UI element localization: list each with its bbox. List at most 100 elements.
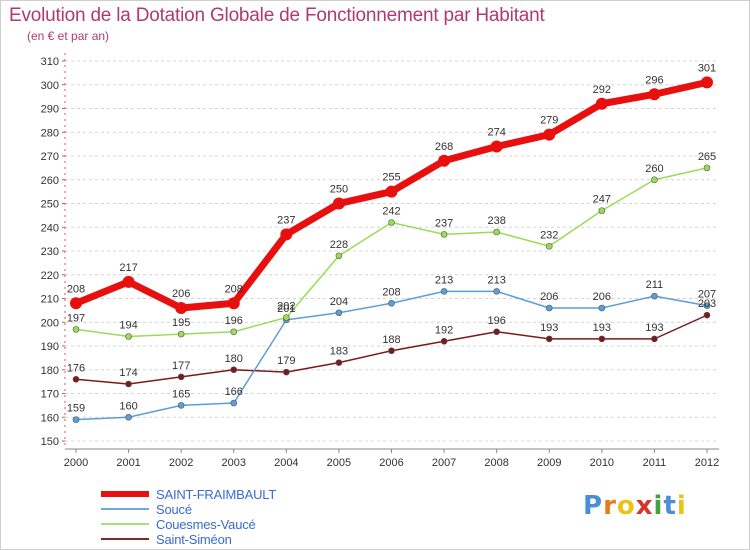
legend-swatch xyxy=(101,523,149,525)
data-label: 206 xyxy=(172,288,190,300)
data-point xyxy=(651,292,658,300)
data-label: 247 xyxy=(593,194,611,206)
data-label: 183 xyxy=(330,346,348,358)
data-label: 250 xyxy=(330,184,348,196)
data-point xyxy=(227,297,240,310)
x-tick-label: 2004 xyxy=(274,457,298,469)
data-label: 196 xyxy=(225,315,243,327)
data-label: 274 xyxy=(487,127,505,139)
data-label: 176 xyxy=(67,362,85,374)
data-label: 265 xyxy=(698,151,716,163)
data-point xyxy=(543,128,556,141)
data-point xyxy=(651,176,658,184)
data-point xyxy=(335,309,343,317)
legend-swatch xyxy=(101,508,149,510)
data-point xyxy=(703,311,711,319)
data-point xyxy=(493,228,500,236)
data-point xyxy=(388,347,395,355)
x-tick-label: 2006 xyxy=(379,457,403,469)
data-label: 208 xyxy=(67,283,85,295)
legend-item-couesmes-vauce: Couesmes-Vaucé xyxy=(101,516,256,532)
data-point xyxy=(335,252,343,260)
y-tick-label: 260 xyxy=(41,175,59,187)
data-label: 193 xyxy=(645,322,663,334)
data-label: 206 xyxy=(540,291,558,303)
data-label: 207 xyxy=(698,289,716,301)
series-couesmes-vauc- xyxy=(72,164,711,340)
y-tick-label: 170 xyxy=(41,389,59,401)
x-tick-label: 2005 xyxy=(327,457,351,469)
y-tick-label: 300 xyxy=(41,80,59,92)
data-point xyxy=(70,297,82,310)
y-tick-label: 200 xyxy=(41,317,59,329)
x-tick-label: 2007 xyxy=(432,457,456,469)
data-label: 232 xyxy=(540,229,558,241)
x-tick-label: 2010 xyxy=(590,457,614,469)
x-tick-label: 2011 xyxy=(643,457,667,469)
chart-subtitle: (en € et par an) xyxy=(27,29,110,43)
data-point xyxy=(388,299,395,307)
data-label: 174 xyxy=(119,367,137,379)
data-point xyxy=(440,288,448,295)
y-tick-label: 230 xyxy=(41,246,59,258)
y-tick-label: 280 xyxy=(41,127,59,139)
data-point xyxy=(177,373,185,381)
data-point xyxy=(122,275,135,288)
data-label: 195 xyxy=(172,317,190,329)
data-point xyxy=(545,304,553,312)
series-saint-fraimbault xyxy=(70,76,713,314)
legend-swatch xyxy=(101,491,149,497)
data-point xyxy=(72,375,80,383)
y-tick-label: 250 xyxy=(41,199,59,211)
logo-letter: x xyxy=(635,491,654,521)
data-point xyxy=(493,288,500,295)
proxiti-logo: Proxiti xyxy=(583,491,687,521)
logo-letter: P xyxy=(583,491,604,521)
legend-label: Couesmes-Vaucé xyxy=(156,516,256,532)
data-point xyxy=(175,302,188,314)
data-label: 213 xyxy=(487,274,505,286)
data-point xyxy=(125,380,132,388)
data-label: 177 xyxy=(172,360,190,372)
series-line xyxy=(75,290,708,421)
data-label: 197 xyxy=(67,312,85,324)
logo-letter: o xyxy=(616,491,636,521)
x-tick-label: 2009 xyxy=(537,457,561,469)
data-label: 279 xyxy=(540,115,558,127)
data-label: 206 xyxy=(593,291,611,303)
data-point xyxy=(703,164,711,172)
data-point xyxy=(490,140,503,153)
data-point xyxy=(177,402,185,409)
data-point xyxy=(230,366,238,374)
data-label: 192 xyxy=(435,324,453,336)
data-label: 217 xyxy=(119,262,137,274)
chart-title: Evolution de la Dotation Globale de Fonc… xyxy=(9,5,545,26)
data-label: 301 xyxy=(698,62,716,74)
data-label: 166 xyxy=(225,386,243,398)
data-point xyxy=(545,335,553,343)
data-point xyxy=(701,76,713,89)
data-point xyxy=(388,219,395,226)
data-label: 179 xyxy=(277,355,295,367)
x-tick-label: 2001 xyxy=(116,457,140,469)
legend-item-saint-simeon: Saint-Siméon xyxy=(101,531,232,547)
data-point xyxy=(230,399,238,407)
data-point xyxy=(385,185,398,198)
data-label: 193 xyxy=(540,322,558,334)
data-label: 180 xyxy=(225,353,243,365)
series-saint-sim-on xyxy=(72,311,711,388)
legend-label: Saint-Siméon xyxy=(156,531,232,547)
x-tick-label: 2003 xyxy=(222,457,246,469)
x-tick-label: 2008 xyxy=(484,457,508,469)
data-label: 194 xyxy=(119,320,137,332)
data-point xyxy=(440,231,448,238)
data-label: 193 xyxy=(593,322,611,334)
data-label: 260 xyxy=(645,163,663,175)
logo-letter: i xyxy=(653,491,664,521)
data-point xyxy=(332,197,345,210)
x-tick-label: 2002 xyxy=(169,457,193,469)
data-label: 204 xyxy=(330,296,348,308)
data-point xyxy=(283,314,290,321)
